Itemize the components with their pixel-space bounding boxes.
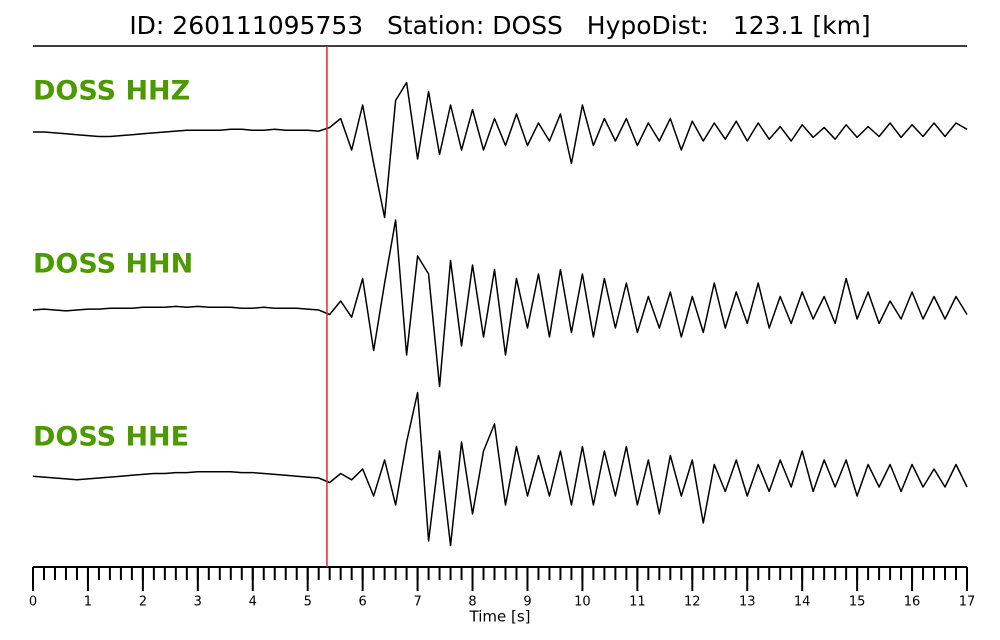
x-tick-label: 4 <box>249 595 257 610</box>
x-tick-label: 15 <box>849 595 866 610</box>
trace-label: DOSS HHN <box>33 249 193 280</box>
waveform <box>33 81 968 219</box>
x-tick-label: 2 <box>139 595 147 610</box>
x-tick-label: 16 <box>904 595 921 610</box>
trace-label: DOSS HHE <box>33 422 189 453</box>
x-tick-label: 7 <box>413 595 421 610</box>
x-tick-label: 3 <box>194 595 202 610</box>
x-tick-label: 8 <box>468 595 476 610</box>
x-tick-label: 6 <box>359 595 367 610</box>
trace-label: DOSS HHZ <box>33 76 190 107</box>
x-tick-label: 0 <box>29 595 37 610</box>
x-tick-label: 10 <box>574 595 591 610</box>
x-tick-label: 17 <box>959 595 976 610</box>
x-tick-label: 14 <box>794 595 811 610</box>
waveform <box>32 391 968 547</box>
x-tick-label: 1 <box>84 595 92 610</box>
x-tick-label: 13 <box>739 595 756 610</box>
x-tick-label: 11 <box>629 595 646 610</box>
x-tick-label: 5 <box>304 595 312 610</box>
x-tick-label: 9 <box>523 595 531 610</box>
waveform <box>32 219 968 388</box>
x-axis-label: Time [s] <box>469 608 531 626</box>
x-tick-label: 12 <box>684 595 701 610</box>
chart-title: ID: 260111095753 Station: DOSS HypoDist:… <box>129 11 870 40</box>
